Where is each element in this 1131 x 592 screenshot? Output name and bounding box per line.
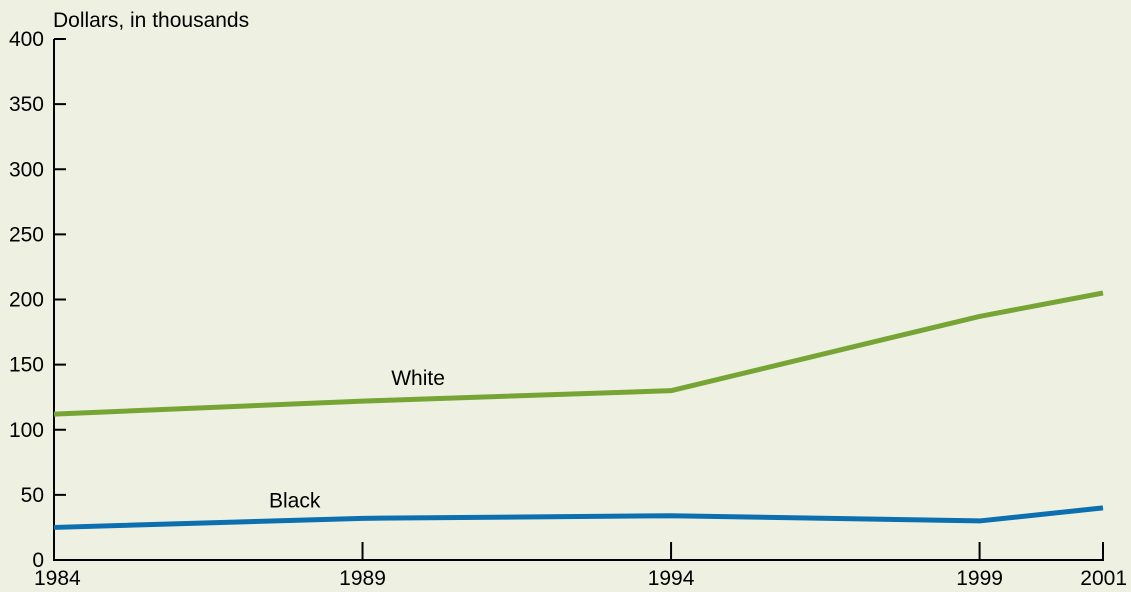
x-tick-label: 2001 xyxy=(1080,567,1127,590)
series-labels: White Black xyxy=(269,367,445,512)
y-tick-label: 200 xyxy=(9,289,44,312)
y-tick-label: 100 xyxy=(9,419,44,442)
x-tick-label: 1999 xyxy=(956,567,1003,590)
y-tick-label: 250 xyxy=(9,223,44,246)
y-tick-label: 50 xyxy=(21,484,44,507)
x-tick-label: 1989 xyxy=(339,567,386,590)
x-axis-ticks: 1984 1989 1994 1999 2001 xyxy=(34,542,1127,590)
x-tick-label: 1984 xyxy=(34,567,81,590)
y-tick-label: 300 xyxy=(9,158,44,181)
y-tick-label: 150 xyxy=(9,354,44,377)
y-axis-title: Dollars, in thousands xyxy=(53,9,249,32)
y-axis-ticks: 0 50 100 150 200 250 300 350 400 xyxy=(9,28,66,572)
y-tick-label: 400 xyxy=(9,28,44,51)
x-tick-label: 1994 xyxy=(648,567,695,590)
y-tick-label: 350 xyxy=(9,93,44,116)
series-label-black: Black xyxy=(269,489,321,512)
series-line-black xyxy=(53,505,1104,530)
series-lines xyxy=(53,290,1104,530)
series-label-white: White xyxy=(391,367,445,390)
y-tick-label: 0 xyxy=(32,549,44,572)
series-line-white xyxy=(53,290,1104,417)
